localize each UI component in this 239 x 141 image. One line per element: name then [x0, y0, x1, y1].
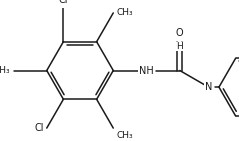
- Text: Cl: Cl: [59, 0, 68, 5]
- Text: CH₃: CH₃: [116, 8, 133, 17]
- Text: H: H: [176, 42, 183, 51]
- Text: O: O: [176, 27, 184, 38]
- Text: CH₃: CH₃: [0, 66, 10, 75]
- Text: NH: NH: [139, 66, 154, 75]
- Text: CH₃: CH₃: [116, 131, 133, 140]
- Text: Cl: Cl: [34, 123, 44, 133]
- Text: N: N: [205, 82, 212, 92]
